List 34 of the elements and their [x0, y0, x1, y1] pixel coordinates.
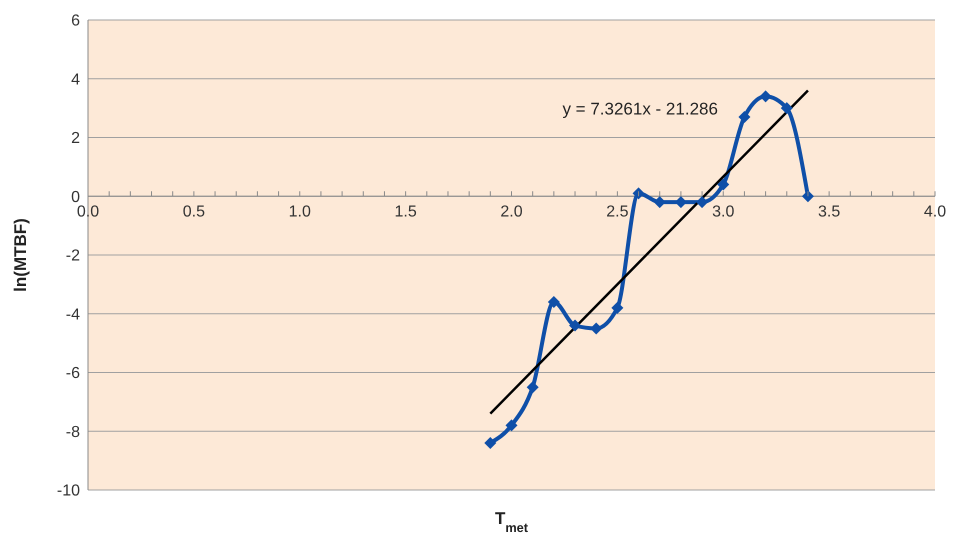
point — [717, 178, 730, 190]
y-tick-label: 6 — [71, 12, 80, 30]
x-tick-label: 4.0 — [924, 203, 946, 220]
y-tick-label: -4 — [66, 306, 80, 324]
point — [738, 110, 750, 123]
point — [696, 196, 708, 208]
point — [632, 187, 645, 200]
y-tick-label: 2 — [71, 130, 80, 148]
point — [506, 419, 518, 432]
point — [569, 320, 582, 332]
x-tick-label: 1.0 — [288, 203, 311, 220]
y-tick-label: -10 — [56, 482, 80, 500]
y-tick-label: -2 — [66, 248, 80, 265]
x-axis-title: T$_{met}$ — [494, 509, 529, 534]
y-tick-label: 4 — [71, 71, 80, 88]
x-tick-label: 1.5 — [394, 203, 417, 220]
x-tick-label: 2.0 — [500, 203, 523, 220]
x-tick-label: 0.5 — [182, 203, 206, 220]
point — [802, 190, 814, 202]
y-tick-label: -8 — [66, 424, 80, 441]
y-tick-label: 0 — [71, 188, 80, 206]
point — [590, 322, 602, 334]
x-tick-label: 3.0 — [712, 203, 734, 220]
y-tick-label: -6 — [66, 365, 80, 382]
x-tick-label: 2.5 — [606, 203, 629, 220]
text: y = 7.3261x - 21.286 — [562, 100, 718, 118]
point — [760, 90, 772, 102]
point — [526, 381, 539, 394]
point — [484, 437, 496, 449]
point — [611, 302, 624, 314]
x-tick-label: 3.5 — [818, 203, 840, 220]
y-axis-title: ln(MTBF) — [11, 218, 30, 292]
point — [548, 296, 560, 308]
point — [780, 102, 793, 114]
